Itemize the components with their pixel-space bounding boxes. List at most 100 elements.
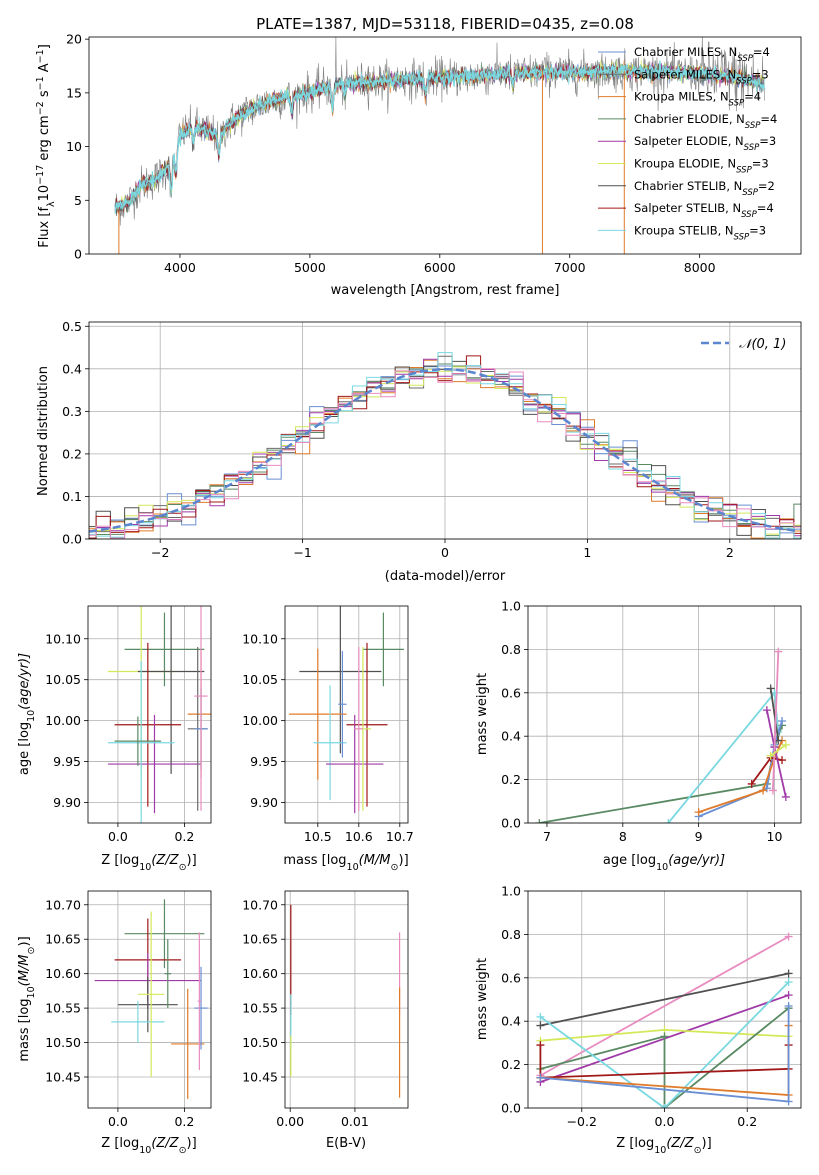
axes-frame xyxy=(87,890,212,1109)
y-tick-label: 10.50 xyxy=(45,1035,81,1050)
y-tick-label: 0.4 xyxy=(501,729,521,744)
weight-marker xyxy=(774,647,783,656)
axes-residuals: −2 −1 0 1 2 0.0 0.1 0.2 0.3 0.4 0.5 xyxy=(62,319,802,560)
y-tick-label: 0.0 xyxy=(62,532,82,547)
axes-weight_vs_age: 7 8 9 10 0.0 0.2 0.4 0.6 0.8 1.0 xyxy=(501,599,802,844)
x-tick-label: 0.2 xyxy=(174,829,194,844)
axes-frame xyxy=(284,605,409,824)
weight-marker xyxy=(694,808,703,817)
axes-age_vs_Z: 0.0 0.2 9.90 9.95 10.00 10.05 10.10 xyxy=(45,605,212,844)
y-tick-label: 9.95 xyxy=(53,754,81,769)
mass-Z-ylabel: mass [log10(M/M⊙)] xyxy=(17,936,37,1061)
weight-marker xyxy=(759,786,768,795)
axes-frame xyxy=(284,890,409,1109)
y-tick-label: 0.0 xyxy=(501,816,521,831)
x-tick-label: 10.5 xyxy=(304,829,332,844)
errorbar-point xyxy=(194,966,208,1050)
histogram-7 xyxy=(89,355,801,539)
y-tick-label: 0.6 xyxy=(501,970,521,985)
errorbar-point xyxy=(354,646,363,811)
x-tick-label: 6000 xyxy=(424,260,456,275)
y-tick-label: 0.2 xyxy=(501,772,521,787)
plot-area-age_vs_mass xyxy=(289,606,404,814)
x-tick-label: 4000 xyxy=(164,260,196,275)
errorbar-point xyxy=(111,1001,165,1043)
mass-EBV-xlabel: E(B-V) xyxy=(326,1136,366,1151)
errorbar-point xyxy=(313,685,347,801)
age-Z-xlabel: Z [log10(Z/Z⊙)] xyxy=(101,853,196,873)
weight-Z-ylabel: mass weight xyxy=(475,958,490,1040)
plot-area-weight_vs_age xyxy=(535,647,790,823)
axes-frame xyxy=(527,605,802,824)
weight-line xyxy=(540,1007,790,1108)
y-tick-label: 10.45 xyxy=(45,1070,81,1085)
y-tick-label: 0.3 xyxy=(62,404,82,419)
y-tick-label: 9.90 xyxy=(250,795,278,810)
errorbar-point xyxy=(114,642,182,807)
x-tick-label: −2 xyxy=(151,545,169,560)
y-tick-label: 10.70 xyxy=(242,897,278,912)
y-tick-label: 10.60 xyxy=(242,966,278,981)
errorbar-point xyxy=(137,606,205,774)
weight-marker xyxy=(781,792,790,801)
x-tick-label: 0.0 xyxy=(108,829,128,844)
weight-marker xyxy=(784,978,793,987)
weight-marker xyxy=(536,1041,545,1050)
weight-marker xyxy=(778,756,787,765)
weight-marker xyxy=(766,751,775,760)
x-tick-label: 2 xyxy=(726,545,734,560)
model-spectrum-8 xyxy=(114,63,765,210)
errorbar-point xyxy=(124,612,205,687)
y-tick-label: 5 xyxy=(74,193,82,208)
weight-line xyxy=(539,935,790,1077)
x-tick-label: 0.2 xyxy=(174,1114,194,1129)
x-tick-label: 10.6 xyxy=(345,829,373,844)
weight-marker xyxy=(660,1104,669,1108)
weight-line xyxy=(539,981,790,1108)
weight-line xyxy=(540,972,789,1027)
weight-marker xyxy=(766,684,775,693)
legend-entry: Salpeter MILES, NSSP=3 xyxy=(634,67,769,86)
figure-title: PLATE=1387, MJD=53118, FIBERID=0435, z=0… xyxy=(256,15,634,33)
y-tick-label: 0.6 xyxy=(501,685,521,700)
y-tick-label: 10.00 xyxy=(45,713,81,728)
y-tick-label: 10.10 xyxy=(45,631,81,646)
x-tick-label: 0.01 xyxy=(341,1114,369,1129)
errorbar-point xyxy=(194,606,208,811)
weight-marker xyxy=(784,1002,793,1011)
errorbar-point xyxy=(107,660,175,823)
y-tick-label: 10 xyxy=(66,139,82,154)
legend-entry: Kroupa MILES, NSSP=4 xyxy=(634,90,761,109)
x-tick-label: 10 xyxy=(767,829,783,844)
weight-line xyxy=(769,688,780,741)
x-tick-label: 8000 xyxy=(684,260,716,275)
weight-marker xyxy=(660,1032,669,1041)
plot-area-mass_vs_EBV xyxy=(290,904,401,1098)
errorbar-point xyxy=(107,714,202,814)
y-tick-label: 0 xyxy=(74,247,82,262)
y-tick-label: 0.4 xyxy=(501,1014,521,1029)
y-tick-label: 10.50 xyxy=(242,1035,278,1050)
y-tick-label: 10.60 xyxy=(45,966,81,981)
errorbar-point xyxy=(117,977,178,1033)
x-tick-label: 0 xyxy=(441,545,449,560)
weight-marker xyxy=(747,779,756,788)
y-tick-label: 9.90 xyxy=(53,795,81,810)
legend-entry: Kroupa ELODIE, NSSP=3 xyxy=(634,157,769,176)
x-tick-label: −1 xyxy=(293,545,311,560)
y-tick-label: 10.00 xyxy=(242,713,278,728)
residual-ylabel: Normed distribution xyxy=(36,366,51,496)
y-tick-label: 15 xyxy=(66,85,82,100)
weight-marker xyxy=(784,1097,793,1106)
plot-area-spectrum xyxy=(114,37,765,254)
histogram-8 xyxy=(89,352,801,539)
y-tick-label: 0.5 xyxy=(62,319,82,334)
y-tick-label: 10.55 xyxy=(45,1001,81,1016)
y-tick-label: 9.95 xyxy=(250,754,278,769)
errorbar-point xyxy=(197,932,202,1071)
y-tick-label: 0.4 xyxy=(62,361,82,376)
errorbar-point xyxy=(114,716,162,766)
weight-marker xyxy=(536,1073,545,1082)
spectrum-ylabel: Flux [fλ10−17 erg cm−2 s−1 A−1] xyxy=(35,44,57,248)
